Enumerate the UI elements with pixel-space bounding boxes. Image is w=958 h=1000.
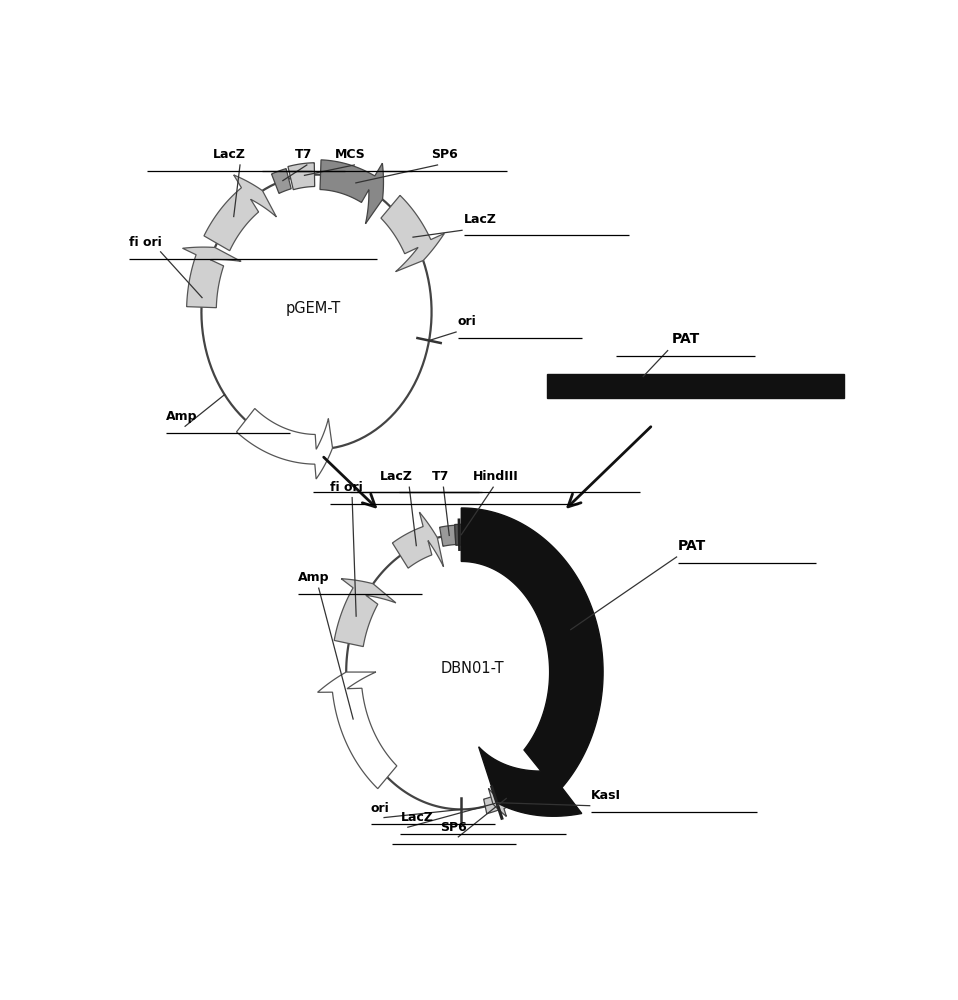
Text: LacZ: LacZ	[379, 470, 413, 483]
Polygon shape	[393, 512, 444, 568]
Text: PAT: PAT	[672, 332, 699, 346]
Text: MCS: MCS	[334, 148, 365, 161]
Text: T7: T7	[295, 148, 312, 161]
Polygon shape	[237, 408, 332, 479]
Text: Amp: Amp	[166, 410, 197, 423]
Text: SP6: SP6	[431, 148, 458, 161]
Polygon shape	[381, 195, 445, 272]
Text: LacZ: LacZ	[400, 811, 433, 824]
Polygon shape	[320, 160, 383, 224]
Text: LacZ: LacZ	[464, 213, 496, 226]
Text: fi ori: fi ori	[330, 481, 363, 494]
Text: KasI: KasI	[591, 789, 621, 802]
Text: ori: ori	[371, 802, 390, 815]
Polygon shape	[462, 508, 604, 816]
Polygon shape	[183, 247, 241, 308]
Polygon shape	[317, 672, 397, 789]
Text: ori: ori	[458, 315, 476, 328]
Text: T7: T7	[432, 470, 449, 483]
Polygon shape	[334, 579, 396, 647]
Polygon shape	[204, 175, 277, 251]
Polygon shape	[489, 784, 523, 816]
Text: DBN01-T: DBN01-T	[441, 661, 504, 676]
Polygon shape	[271, 169, 291, 193]
Text: pGEM-T: pGEM-T	[285, 301, 340, 316]
Text: Amp: Amp	[298, 571, 330, 584]
Text: SP6: SP6	[441, 821, 468, 834]
Polygon shape	[440, 525, 456, 546]
Text: LacZ: LacZ	[213, 148, 246, 161]
Polygon shape	[288, 163, 314, 190]
Text: HindIII: HindIII	[472, 470, 518, 483]
Polygon shape	[484, 793, 507, 814]
Text: PAT: PAT	[678, 539, 706, 553]
Bar	[547, 374, 844, 398]
Polygon shape	[455, 524, 464, 545]
Text: fi ori: fi ori	[128, 236, 161, 249]
